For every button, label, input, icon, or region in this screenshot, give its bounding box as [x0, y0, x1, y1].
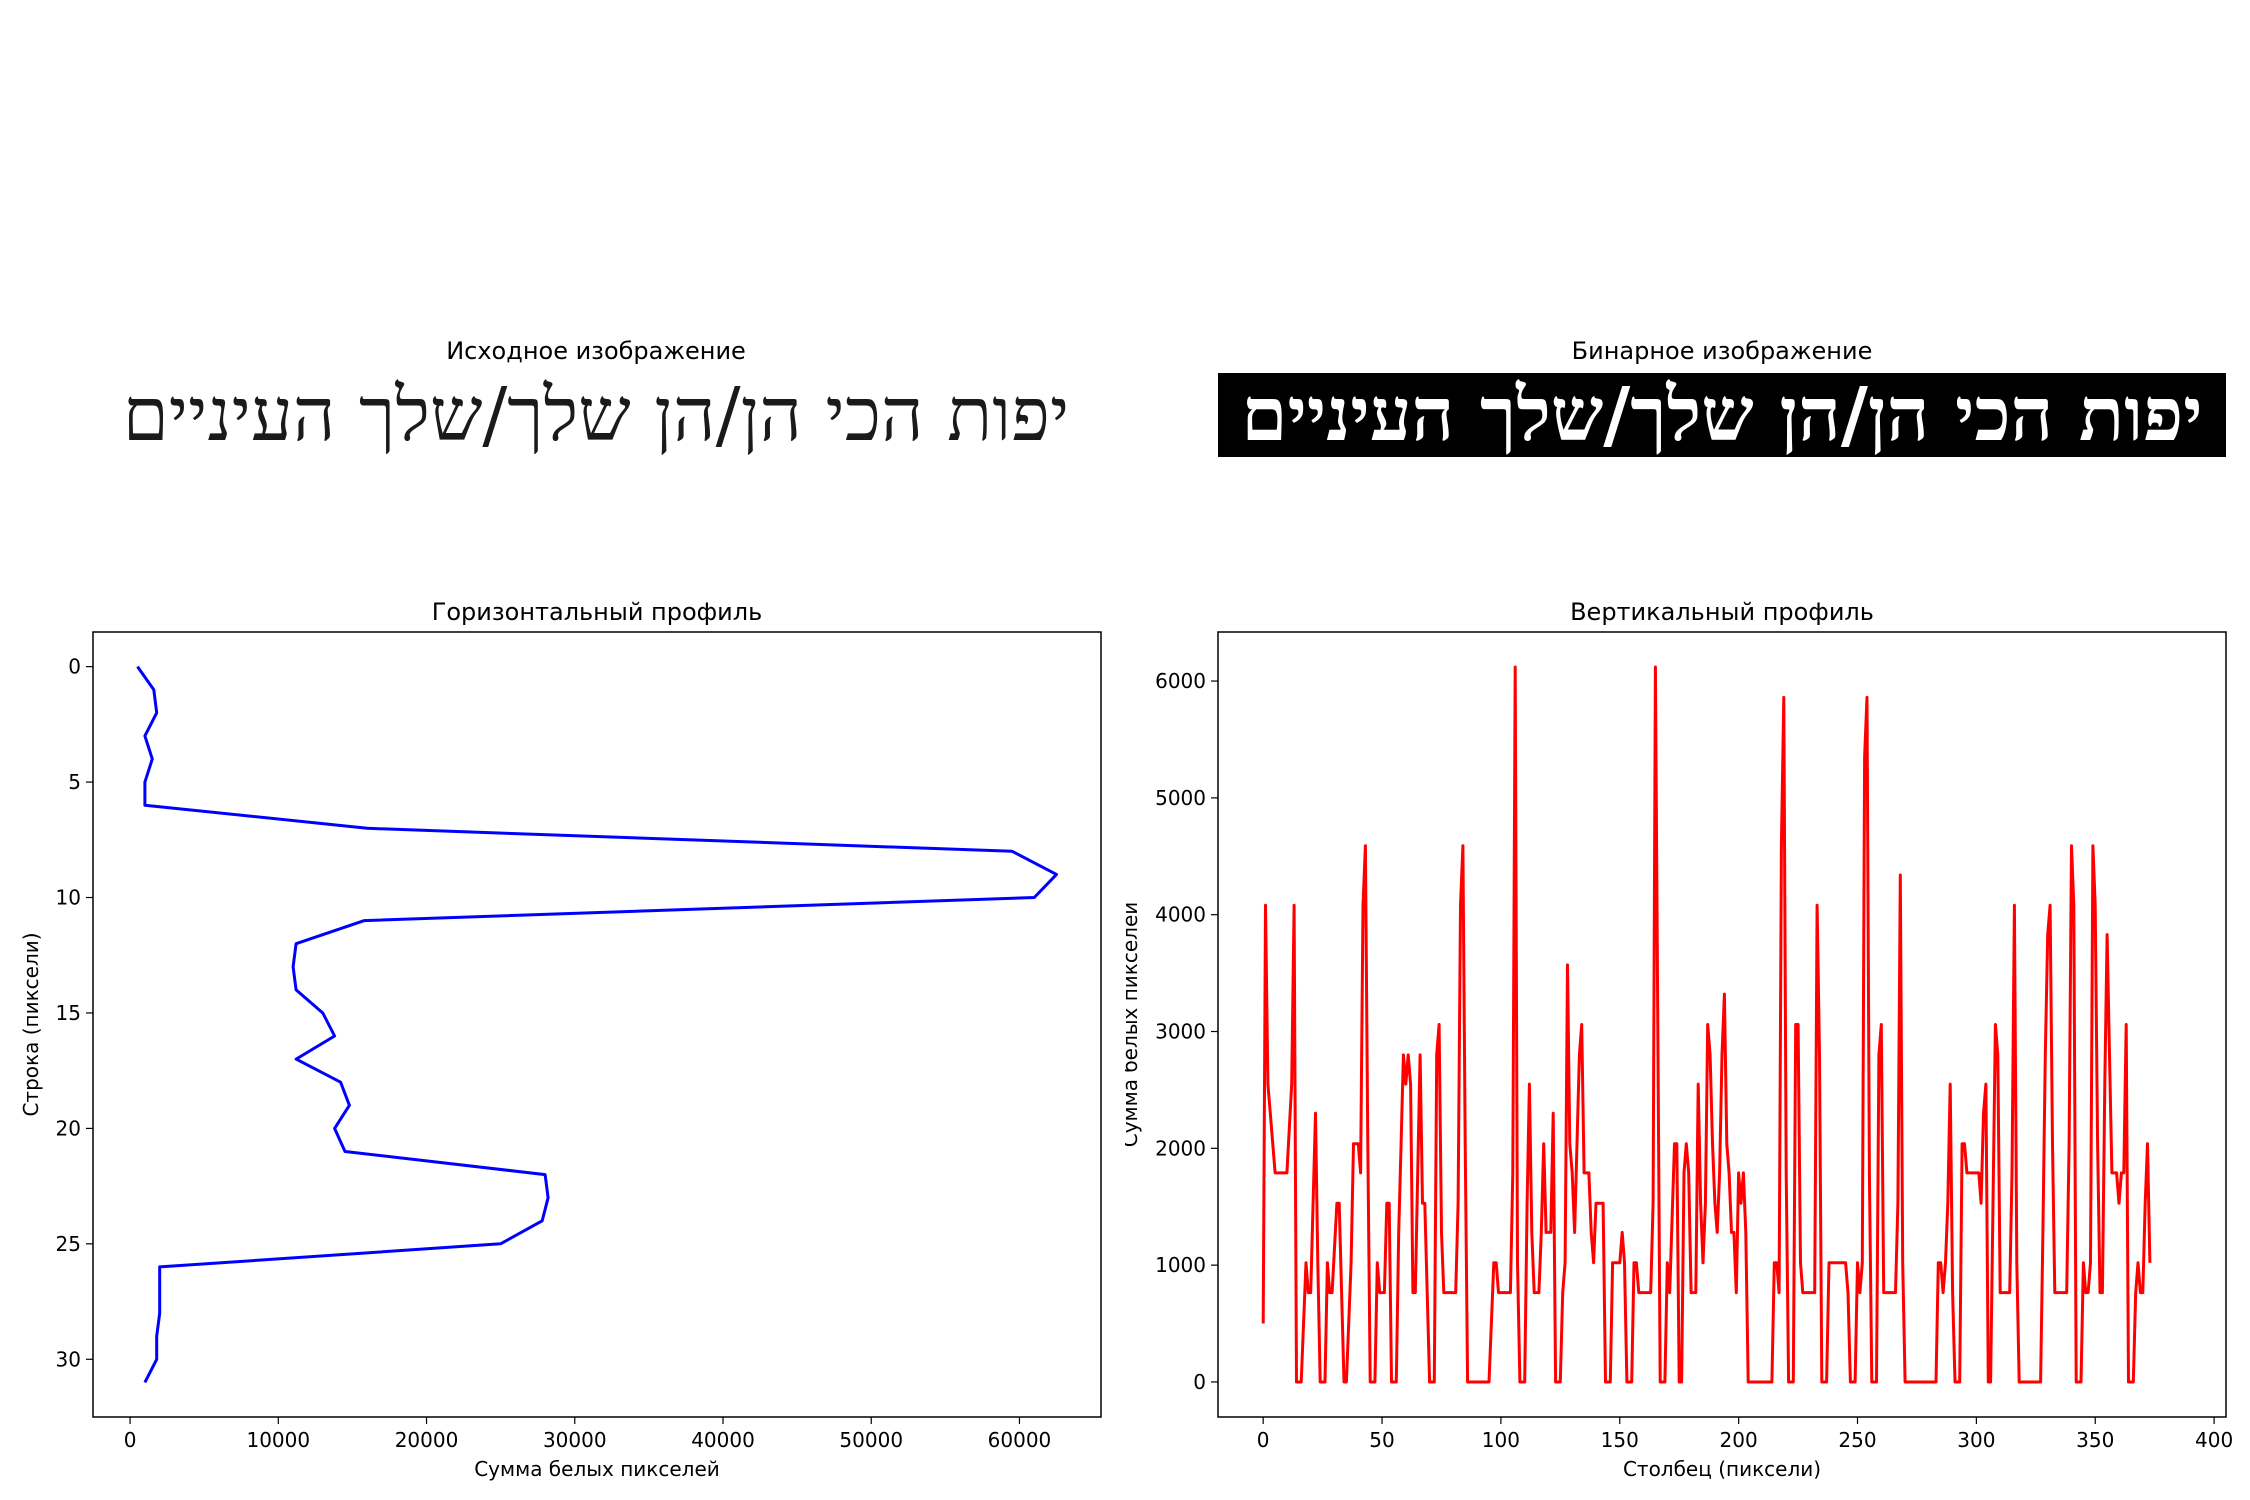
hprofile-ytick-label: 30 — [56, 1347, 81, 1371]
vprofile-plot-frame — [1217, 631, 2227, 1418]
original-image-text: יפות הכי הן/הן שלך/שלך העיניים — [122, 373, 1070, 457]
vprofile-ytick-label: 0 — [1193, 1370, 1206, 1394]
hprofile-title: Горизонтальный профиль — [432, 598, 763, 626]
hprofile-ytick-label: 15 — [56, 1001, 81, 1025]
vprofile-xtick-label: 0 — [1257, 1428, 1270, 1452]
original-image-title: Исходное изображение — [446, 337, 746, 365]
hprofile-ytick-label: 20 — [56, 1116, 81, 1140]
vprofile-xtick-label: 350 — [2076, 1428, 2114, 1452]
hprofile-ytick-label: 25 — [56, 1232, 81, 1256]
vprofile-xtick-label: 150 — [1601, 1428, 1639, 1452]
vertical-profile-chart: 0 50 100 150 200 250 300 350 4000100020003000400… — [1125, 598, 2233, 1481]
vprofile-ytick-label: 1000 — [1155, 1253, 1206, 1277]
hprofile-ytick-label: 10 — [56, 886, 81, 910]
hprofile-ytick-label: 0 — [68, 655, 81, 679]
hprofile-xtick-label: 10000 — [246, 1428, 310, 1452]
vprofile-ylabel: Сумма белых пикселей — [1125, 902, 1142, 1148]
vprofile-ytick-label: 4000 — [1155, 903, 1206, 927]
vprofile-ytick-label: 3000 — [1155, 1020, 1206, 1044]
original-image: יפות הכי הן/הן שלך/שלך העיניים — [92, 373, 1100, 457]
hprofile-xtick-label: 0 — [124, 1428, 137, 1452]
vprofile-xtick-label: 300 — [1957, 1428, 1995, 1452]
vprofile-xtick-label: 200 — [1720, 1428, 1758, 1452]
hprofile-ytick-label: 5 — [68, 770, 81, 794]
binary-image: יפות הכי הן/הן שלך/שלך העיניים — [1218, 373, 2226, 457]
binary-image-text: יפות הכי הן/הן שלך/שלך העיניים — [1241, 373, 2203, 457]
vprofile-ytick-label: 2000 — [1155, 1136, 1206, 1160]
vprofile-series-line — [1261, 665, 2152, 1384]
vprofile-xtick-label: 50 — [1369, 1428, 1394, 1452]
vprofile-xtick-label: 250 — [1838, 1428, 1876, 1452]
vprofile-xtick-label: 100 — [1482, 1428, 1520, 1452]
hprofile-xtick-label: 60000 — [988, 1428, 1052, 1452]
hprofile-xtick-label: 30000 — [543, 1428, 607, 1452]
vprofile-ytick-label: 5000 — [1155, 786, 1206, 810]
hprofile-xlabel: Сумма белых пикселей — [474, 1457, 720, 1481]
hprofile-xtick-label: 40000 — [691, 1428, 755, 1452]
vprofile-title: Вертикальный профиль — [1570, 598, 1874, 626]
vprofile-xtick-label: 400 — [2195, 1428, 2233, 1452]
vprofile-ytick-label: 6000 — [1155, 669, 1206, 693]
hprofile-xtick-label: 50000 — [839, 1428, 903, 1452]
hprofile-plot-frame — [92, 631, 1102, 1418]
hprofile-series-line — [136, 665, 1058, 1384]
binary-image-title: Бинарное изображение — [1571, 337, 1873, 365]
hprofile-ylabel: Строка (пиксели) — [19, 932, 43, 1116]
hprofile-xtick-label: 20000 — [395, 1428, 459, 1452]
horizontal-profile-chart: 0 10000 20000 30000 40000 50000 60000 0 5 10 15 20 2… — [19, 598, 1102, 1481]
vprofile-xlabel: Столбец (пиксели) — [1623, 1457, 1821, 1481]
